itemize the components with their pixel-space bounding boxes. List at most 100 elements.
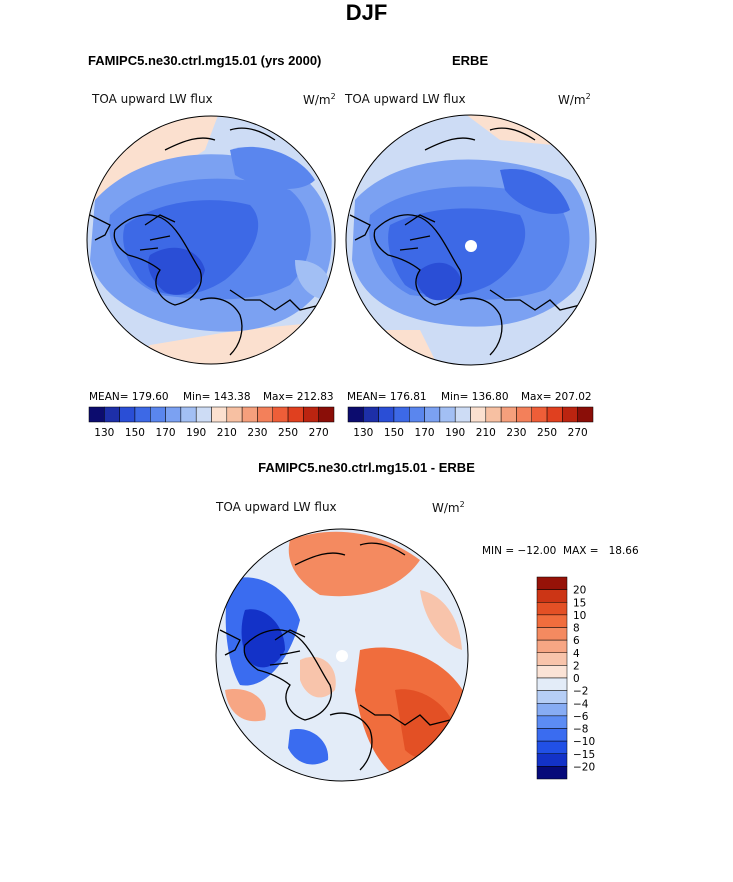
colorbar-swatch — [536, 614, 568, 628]
colorbar-swatch — [536, 589, 568, 603]
panel1-coastlines — [89, 127, 321, 356]
colorbar-swatch — [88, 406, 105, 423]
panel1-field-label: TOA upward LW flux — [92, 92, 213, 106]
panel2-max: Max= 207.02 — [521, 391, 592, 403]
colorbar-swatch — [500, 406, 517, 423]
colorbar-swatch — [134, 406, 151, 423]
colorbar-tick-label: 130 — [94, 427, 114, 439]
colorbar-swatch — [562, 406, 578, 423]
colorbar-swatch — [195, 406, 212, 423]
panel2-min: Min= 136.80 — [441, 391, 509, 403]
colorbar-swatch — [536, 766, 568, 780]
panel3-map — [216, 529, 468, 781]
colorbar-tick-label: 8 — [573, 623, 580, 635]
colorbar-tick-label: 270 — [309, 427, 329, 439]
colorbar-swatch — [226, 406, 243, 423]
panel3-units: W/m2 — [432, 500, 465, 515]
colorbar-swatch — [241, 406, 258, 423]
colorbar-tick-label: 250 — [537, 427, 557, 439]
colorbar-swatch — [454, 406, 471, 423]
colorbar-swatch — [485, 406, 502, 423]
colorbar-swatch — [531, 406, 548, 423]
colorbar-tick-label: 150 — [125, 427, 145, 439]
colorbar-swatch — [516, 406, 532, 423]
colorbar-swatch — [536, 703, 568, 717]
colorbar-swatch — [119, 406, 136, 423]
colorbar-swatch — [536, 715, 568, 729]
colorbar-tick-label: 210 — [217, 427, 237, 439]
panel1-colorbar — [88, 406, 335, 423]
panel2-coastlines — [349, 127, 581, 356]
colorbar-swatch — [536, 753, 568, 767]
colorbar-swatch — [393, 406, 410, 423]
colorbar-tick-label: −2 — [573, 686, 588, 698]
colorbar-swatch — [470, 406, 487, 423]
panel3-title: FAMIPC5.ne30.ctrl.mg15.01 - ERBE — [258, 460, 475, 475]
colorbar-tick-label: −10 — [573, 736, 595, 748]
panel1-units: W/m2 — [303, 92, 336, 107]
colorbar-tick-label: 170 — [415, 427, 435, 439]
colorbar-swatch — [536, 677, 568, 691]
figure-title: DJF — [345, 0, 388, 25]
colorbar-labels: 130 150 170 190 210 230 250 270 130 150 170 190 210 2… — [94, 427, 595, 773]
colorbar-tick-label: 150 — [384, 427, 404, 439]
colorbar-swatch — [424, 406, 441, 423]
colorbar-tick-label: −6 — [573, 711, 589, 723]
colorbar-tick-label: 15 — [573, 597, 586, 609]
panel3-coastlines — [219, 542, 451, 771]
colorbar-swatch — [378, 406, 395, 423]
colorbar-tick-label: 2 — [573, 660, 580, 672]
panel2-map — [346, 115, 596, 365]
panel1-title: FAMIPC5.ne30.ctrl.mg15.01 (yrs 2000) — [88, 53, 322, 68]
colorbar-swatch — [211, 406, 228, 423]
colorbar-tick-label: −4 — [573, 698, 589, 710]
panel3-minmax: MIN = −12.00 MAX = 18.66 — [482, 545, 639, 557]
colorbar-tick-label: 230 — [247, 427, 267, 439]
colorbar-tick-label: −20 — [573, 761, 595, 773]
colorbar-tick-label: 190 — [445, 427, 465, 439]
panel1-map — [87, 116, 335, 364]
colorbar-tick-label: 6 — [573, 635, 580, 647]
colorbar-tick-label: −15 — [573, 749, 595, 761]
panel2-pole-mask — [465, 240, 477, 252]
colorbar-swatch — [546, 406, 563, 423]
colorbar-swatch — [165, 406, 182, 423]
colorbar-swatch — [536, 690, 568, 704]
colorbar-swatch — [577, 406, 594, 423]
colorbar-swatch — [303, 406, 319, 423]
panel2-units: W/m2 — [558, 92, 591, 107]
colorbar-swatch — [409, 406, 425, 423]
colorbar-tick-label: 230 — [506, 427, 526, 439]
colorbar-swatch — [272, 406, 289, 423]
panel3-colorbar — [536, 576, 568, 780]
colorbar-tick-label: −8 — [573, 724, 588, 736]
colorbar-tick-label: 4 — [573, 648, 580, 660]
colorbar-swatch — [287, 406, 304, 423]
colorbar-tick-label: 190 — [186, 427, 206, 439]
colorbar-swatch — [536, 576, 568, 590]
colorbar-swatch — [180, 406, 197, 423]
colorbar-tick-label: 130 — [353, 427, 373, 439]
colorbar-tick-label: 250 — [278, 427, 298, 439]
colorbar-swatch — [150, 406, 166, 423]
colorbar-tick-label: 10 — [573, 610, 586, 622]
colorbar-swatch — [439, 406, 456, 423]
panel2-colorbar — [347, 406, 594, 423]
colorbar-tick-label: 210 — [476, 427, 496, 439]
colorbar-swatch — [536, 728, 568, 742]
colorbar-swatch — [536, 639, 568, 653]
colorbar-swatch — [318, 406, 335, 423]
colorbar-swatch — [536, 652, 568, 666]
panel2-title: ERBE — [452, 53, 489, 68]
panel2-mean: MEAN= 176.81 — [347, 391, 427, 403]
colorbar-tick-label: 170 — [156, 427, 176, 439]
colorbar-swatch — [347, 406, 364, 423]
colorbar-swatch — [536, 740, 568, 754]
panel2-field-label: TOA upward LW flux — [345, 92, 466, 106]
colorbar-swatch — [104, 406, 120, 423]
colorbar-swatch — [257, 406, 273, 423]
colorbar-tick-label: 270 — [568, 427, 588, 439]
colorbar-swatch — [536, 602, 568, 616]
panel1-min: Min= 143.38 — [183, 391, 251, 403]
